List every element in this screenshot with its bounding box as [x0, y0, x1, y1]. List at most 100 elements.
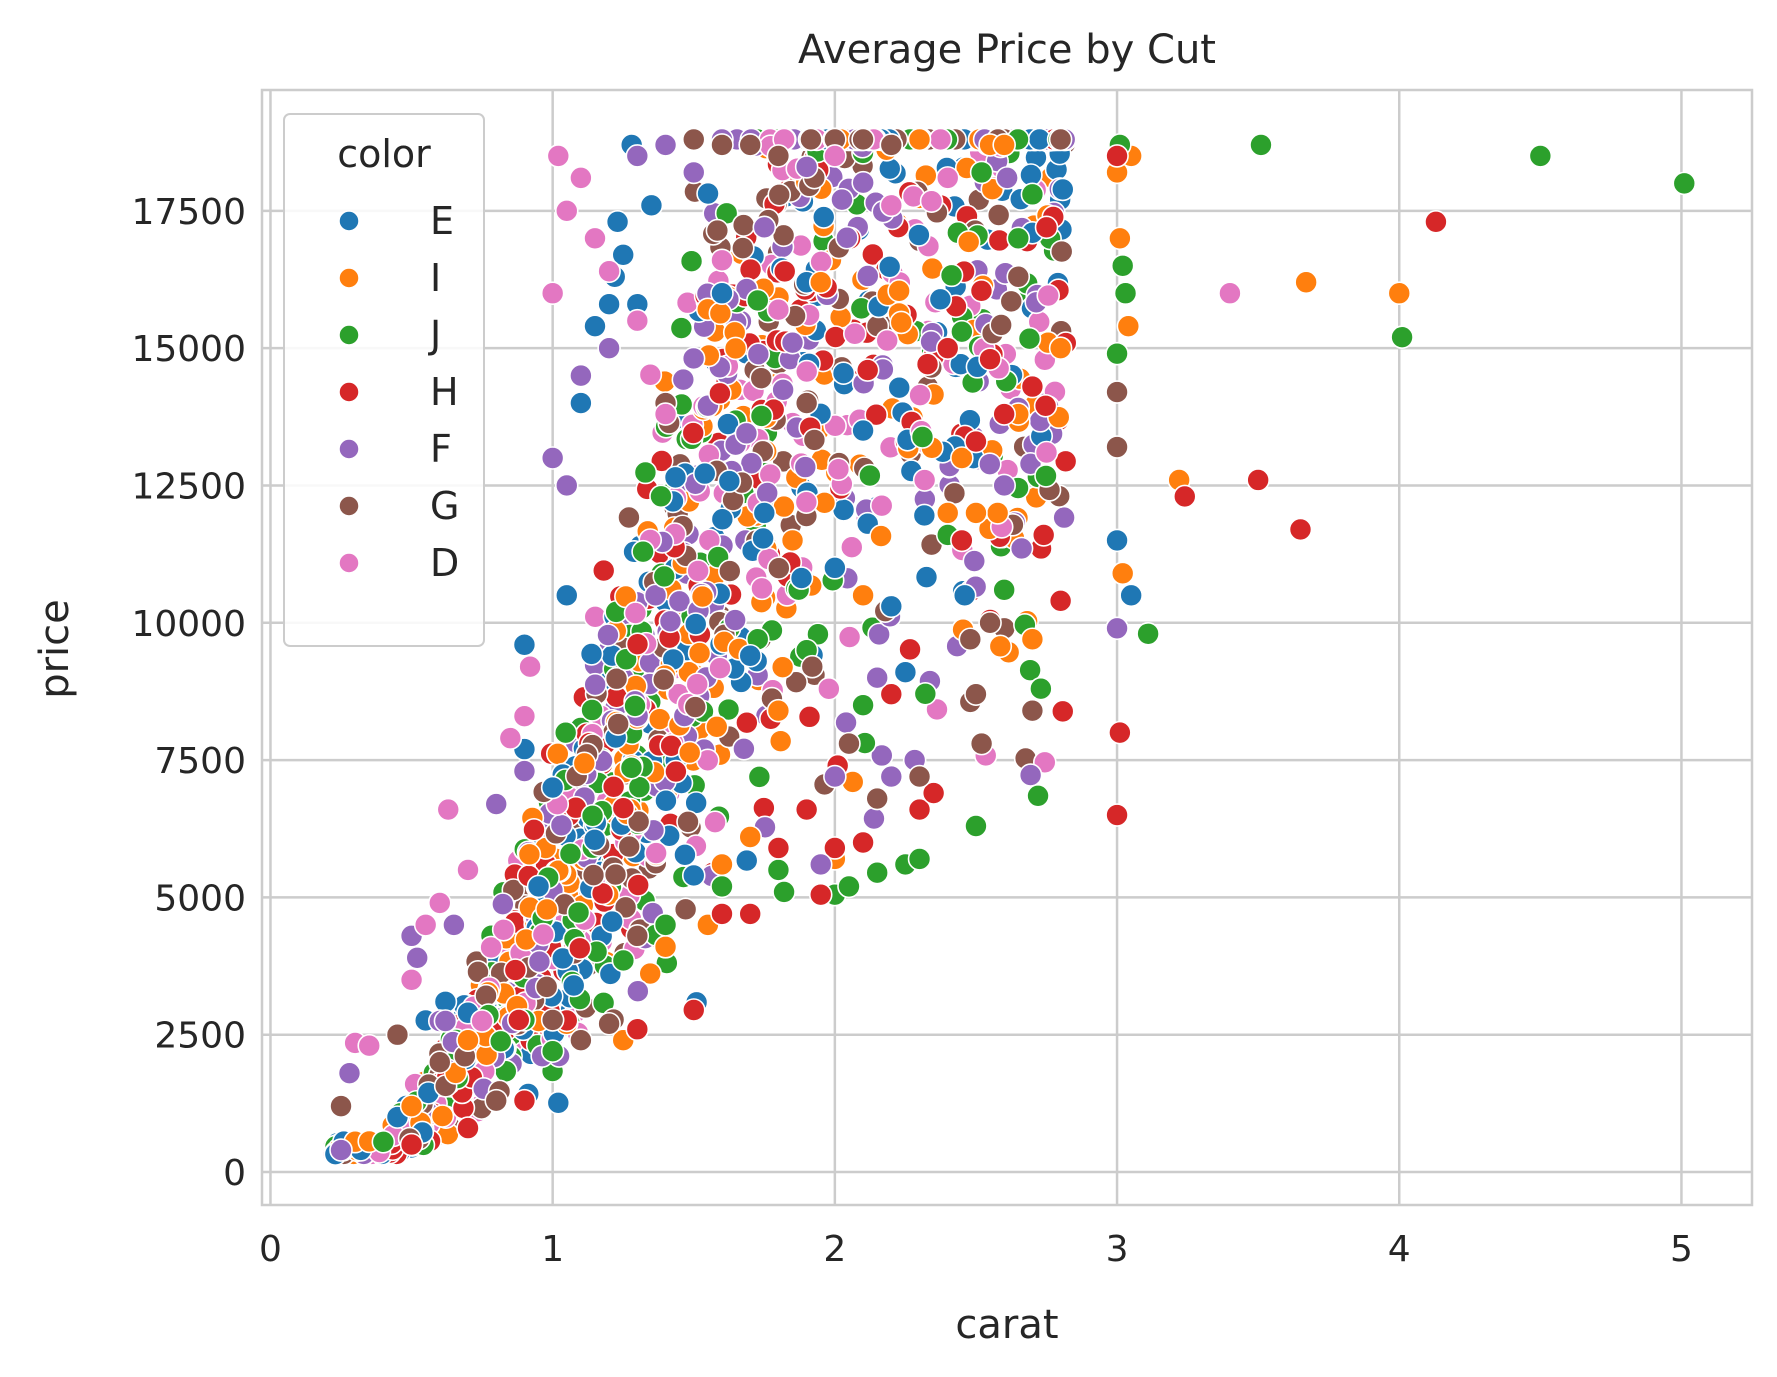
scatter-point-j: [1528, 144, 1553, 168]
scatter-point-d: [935, 166, 960, 190]
scatter-point: [673, 843, 697, 867]
legend-label: E: [430, 199, 454, 243]
scatter-point: [925, 697, 949, 722]
scatter-point: [914, 565, 939, 589]
legend-label: G: [430, 484, 459, 528]
scatter-point-g: [1020, 698, 1045, 723]
scatter-point: [658, 609, 683, 634]
scatter-point-e: [583, 314, 607, 338]
scatter-point-h: [681, 998, 706, 1022]
scatter-point-i: [1020, 627, 1045, 652]
scatter-point-g: [837, 731, 861, 756]
scatter-point-h: [1288, 517, 1313, 542]
scatter-point: [591, 558, 616, 583]
scatter-point-g: [625, 924, 650, 948]
scatter-point-i: [851, 583, 875, 608]
scatter-point-d: [823, 144, 847, 168]
scatter-point-d: [413, 913, 438, 937]
scatter-point: [731, 213, 756, 237]
scatter-point-j: [540, 1039, 565, 1064]
scatter-point-g: [329, 1094, 353, 1118]
scatter-point-e: [710, 281, 734, 306]
scatter-point: [843, 321, 867, 346]
scatter-point-e: [611, 242, 636, 267]
scatter-point-h: [456, 1116, 480, 1140]
scatter-point: [867, 622, 891, 647]
scatter-point-j: [1390, 325, 1414, 349]
scatter-point-f: [442, 913, 466, 937]
y-tick-label: 7500: [154, 741, 246, 782]
x-tick-label: 0: [259, 1229, 282, 1270]
scatter-point: [704, 714, 729, 739]
legend-title: color: [337, 132, 431, 176]
scatter-point-f: [569, 363, 593, 388]
scatter-point-j: [710, 874, 734, 899]
scatter-point: [654, 788, 678, 813]
scatter-point-h: [1105, 803, 1129, 827]
scatter-point: [546, 742, 570, 766]
scatter-point-e: [597, 292, 621, 317]
scatter-point-e: [569, 391, 593, 415]
scatter-point: [581, 863, 606, 887]
legend-marker: [338, 324, 360, 346]
scatter-point-h: [1105, 144, 1129, 168]
scatter-point: [910, 425, 935, 449]
y-tick-label: 5000: [154, 878, 246, 919]
scatter-point: [913, 682, 938, 706]
scatter-point-i: [780, 528, 805, 553]
scatter-point-f: [337, 1061, 362, 1085]
scatter-point: [534, 975, 559, 999]
scatter-point-j: [1105, 341, 1129, 366]
scatter-point: [864, 402, 889, 427]
scatter-point-i: [1294, 270, 1318, 295]
scatter-point: [755, 481, 780, 505]
scatter-point: [839, 535, 864, 560]
scatter-point: [771, 378, 795, 402]
scatter-point: [919, 189, 944, 213]
scatter-point: [856, 264, 880, 288]
scatter-point-g: [907, 764, 932, 789]
scatter-point: [583, 672, 607, 697]
axes: 0 1 2 3 4 5 0 2500 5000 7500 10000 12500 15000 17500…: [32, 27, 1693, 1348]
scatter-point: [708, 381, 732, 406]
scatter-point-e: [1119, 583, 1143, 608]
scatter-point-f: [752, 215, 777, 240]
scatter-point-d: [498, 726, 523, 750]
scatter-point: [567, 936, 592, 961]
scatter-point: [667, 589, 692, 614]
scatter-point: [611, 796, 636, 821]
scatter-point-g: [978, 610, 1002, 635]
scatter-point-g: [794, 391, 819, 415]
scatter-point: [685, 672, 710, 697]
scatter-point: [738, 257, 763, 282]
scatter-point-d: [1034, 440, 1059, 465]
scatter-point-h: [1246, 468, 1270, 492]
scatter-point: [809, 249, 833, 274]
scatter-point: [479, 935, 503, 960]
scatter-point-d: [456, 858, 480, 882]
scatter-point: [768, 729, 793, 753]
scatter-point: [631, 539, 655, 564]
scatter-point: [877, 254, 902, 279]
scatter-point-f: [681, 160, 706, 185]
scatter-point-h: [710, 902, 734, 926]
scatter-point: [912, 468, 937, 492]
scatter-point: [962, 549, 987, 573]
legend-marker: [338, 210, 360, 232]
scatter-point: [617, 834, 641, 859]
legend-label: I: [430, 256, 441, 300]
scatter-point: [988, 634, 1013, 659]
scatter-point: [1036, 283, 1061, 308]
scatter-point-g: [958, 627, 983, 652]
scatter-point: [799, 127, 823, 152]
scatter-point: [745, 288, 770, 313]
scatter-point: [723, 336, 748, 361]
scatter-point: [978, 452, 1002, 476]
scatter-point: [717, 559, 742, 583]
scatter-point: [649, 449, 674, 473]
scatter-point: [522, 818, 546, 842]
scatter-point: [663, 465, 688, 490]
scatter-point: [793, 455, 818, 479]
scatter-point: [596, 623, 620, 647]
